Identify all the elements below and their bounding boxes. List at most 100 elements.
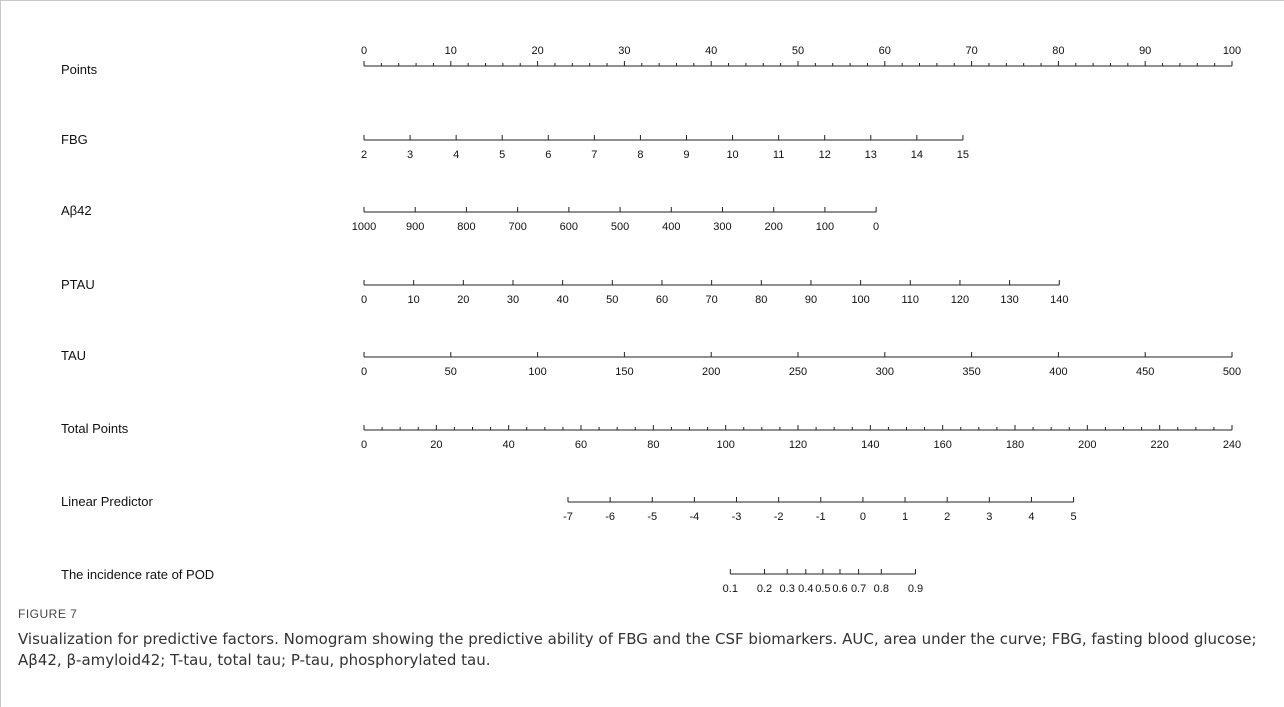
tick-label-total-points-1: 20 (430, 439, 442, 451)
axis-label-fbg: FBG (61, 132, 88, 147)
tick-label-points-10: 100 (1223, 45, 1241, 57)
tick-label-points-0: 0 (361, 45, 367, 57)
tick-label-ptau-9: 90 (805, 294, 817, 306)
tick-label-ptau-14: 140 (1050, 294, 1068, 306)
tick-label-the-incidence-rate-of-pod-7: 0.8 (874, 583, 889, 595)
tick-label-a-42-1: 900 (406, 221, 424, 233)
tick-label-a-42-10: 0 (873, 221, 879, 233)
tick-label-total-points-7: 140 (861, 439, 879, 451)
tick-label-tau-4: 200 (702, 366, 720, 378)
tick-label-fbg-6: 8 (637, 149, 643, 161)
tick-label-the-incidence-rate-of-pod-6: 0.7 (851, 583, 866, 595)
tick-label-points-2: 20 (531, 45, 543, 57)
tick-label-linear-predictor-8: 1 (902, 511, 908, 523)
tick-label-tau-9: 450 (1136, 366, 1154, 378)
tick-label-tau-6: 300 (876, 366, 894, 378)
tick-label-ptau-3: 30 (507, 294, 519, 306)
tick-label-tau-0: 0 (361, 366, 367, 378)
tick-label-a-42-7: 300 (713, 221, 731, 233)
tick-label-linear-predictor-2: -5 (647, 511, 657, 523)
tick-label-total-points-12: 240 (1223, 439, 1241, 451)
tick-label-the-incidence-rate-of-pod-4: 0.5 (815, 583, 830, 595)
tick-label-linear-predictor-4: -3 (732, 511, 742, 523)
axis-label-ptau: PTAU (61, 277, 95, 292)
tick-label-the-incidence-rate-of-pod-5: 0.6 (832, 583, 847, 595)
tick-label-linear-predictor-5: -2 (774, 511, 784, 523)
tick-label-points-1: 10 (445, 45, 457, 57)
tick-label-total-points-5: 100 (716, 439, 734, 451)
tick-label-tau-8: 400 (1049, 366, 1067, 378)
tick-label-the-incidence-rate-of-pod-8: 0.9 (908, 583, 923, 595)
tick-label-total-points-8: 160 (933, 439, 951, 451)
tick-label-total-points-9: 180 (1006, 439, 1024, 451)
axis-label-tau: TAU (61, 348, 86, 363)
axis-label-total-points: Total Points (61, 421, 129, 436)
tick-label-the-incidence-rate-of-pod-0: 0.1 (723, 583, 738, 595)
tick-label-linear-predictor-3: -4 (689, 511, 699, 523)
tick-label-tau-7: 350 (962, 366, 980, 378)
tick-label-a-42-6: 400 (662, 221, 680, 233)
tick-label-total-points-2: 40 (503, 439, 515, 451)
tick-label-ptau-6: 60 (656, 294, 668, 306)
tick-label-fbg-3: 5 (499, 149, 505, 161)
tick-label-ptau-7: 70 (706, 294, 718, 306)
tick-label-total-points-10: 200 (1078, 439, 1096, 451)
tick-label-a-42-8: 200 (765, 221, 783, 233)
tick-label-fbg-10: 12 (819, 149, 831, 161)
tick-label-points-3: 30 (618, 45, 630, 57)
tick-label-the-incidence-rate-of-pod-3: 0.4 (798, 583, 813, 595)
tick-label-a-42-5: 500 (611, 221, 629, 233)
tick-label-the-incidence-rate-of-pod-2: 0.3 (780, 583, 795, 595)
tick-label-total-points-4: 80 (647, 439, 659, 451)
tick-label-linear-predictor-6: -1 (816, 511, 826, 523)
tick-label-points-8: 80 (1052, 45, 1064, 57)
tick-label-fbg-2: 4 (453, 149, 459, 161)
tick-label-fbg-8: 10 (726, 149, 738, 161)
tick-label-total-points-3: 60 (575, 439, 587, 451)
tick-label-fbg-13: 15 (957, 149, 969, 161)
tick-label-ptau-4: 40 (557, 294, 569, 306)
tick-label-linear-predictor-0: -7 (563, 511, 573, 523)
tick-label-tau-5: 250 (789, 366, 807, 378)
tick-label-a-42-3: 700 (508, 221, 526, 233)
tick-label-ptau-8: 80 (755, 294, 767, 306)
tick-label-ptau-0: 0 (361, 294, 367, 306)
tick-label-ptau-10: 100 (851, 294, 869, 306)
axis-label-points: Points (61, 62, 98, 77)
tick-label-fbg-12: 14 (911, 149, 923, 161)
axis-label-a-42: Aβ42 (61, 203, 92, 218)
figure-caption: Visualization for predictive factors. No… (18, 630, 1257, 669)
tick-label-the-incidence-rate-of-pod-1: 0.2 (757, 583, 772, 595)
tick-label-points-5: 50 (792, 45, 804, 57)
tick-label-total-points-6: 120 (789, 439, 807, 451)
tick-label-points-9: 90 (1139, 45, 1151, 57)
figure-label: FIGURE 7 (18, 607, 78, 621)
tick-label-total-points-0: 0 (361, 439, 367, 451)
tick-label-linear-predictor-7: 0 (860, 511, 866, 523)
tick-label-fbg-4: 6 (545, 149, 551, 161)
tick-label-points-4: 40 (705, 45, 717, 57)
tick-label-a-42-9: 100 (816, 221, 834, 233)
tick-label-fbg-1: 3 (407, 149, 413, 161)
tick-label-fbg-5: 7 (591, 149, 597, 161)
tick-label-ptau-11: 110 (902, 294, 920, 306)
axis-label-linear-predictor: Linear Predictor (61, 494, 153, 509)
tick-label-tau-3: 150 (615, 366, 633, 378)
tick-label-ptau-5: 50 (606, 294, 618, 306)
tick-label-a-42-2: 800 (457, 221, 475, 233)
tick-label-linear-predictor-10: 3 (986, 511, 992, 523)
tick-label-tau-1: 50 (445, 366, 457, 378)
tick-label-points-6: 60 (879, 45, 891, 57)
tick-label-fbg-11: 13 (865, 149, 877, 161)
tick-label-ptau-1: 10 (408, 294, 420, 306)
tick-label-tau-10: 500 (1223, 366, 1241, 378)
tick-label-total-points-11: 220 (1150, 439, 1168, 451)
tick-label-points-7: 70 (965, 45, 977, 57)
tick-label-fbg-9: 11 (773, 149, 784, 161)
tick-label-linear-predictor-11: 4 (1028, 511, 1034, 523)
tick-label-ptau-12: 120 (951, 294, 969, 306)
tick-label-linear-predictor-9: 2 (944, 511, 950, 523)
tick-label-a-42-0: 1000 (352, 221, 376, 233)
